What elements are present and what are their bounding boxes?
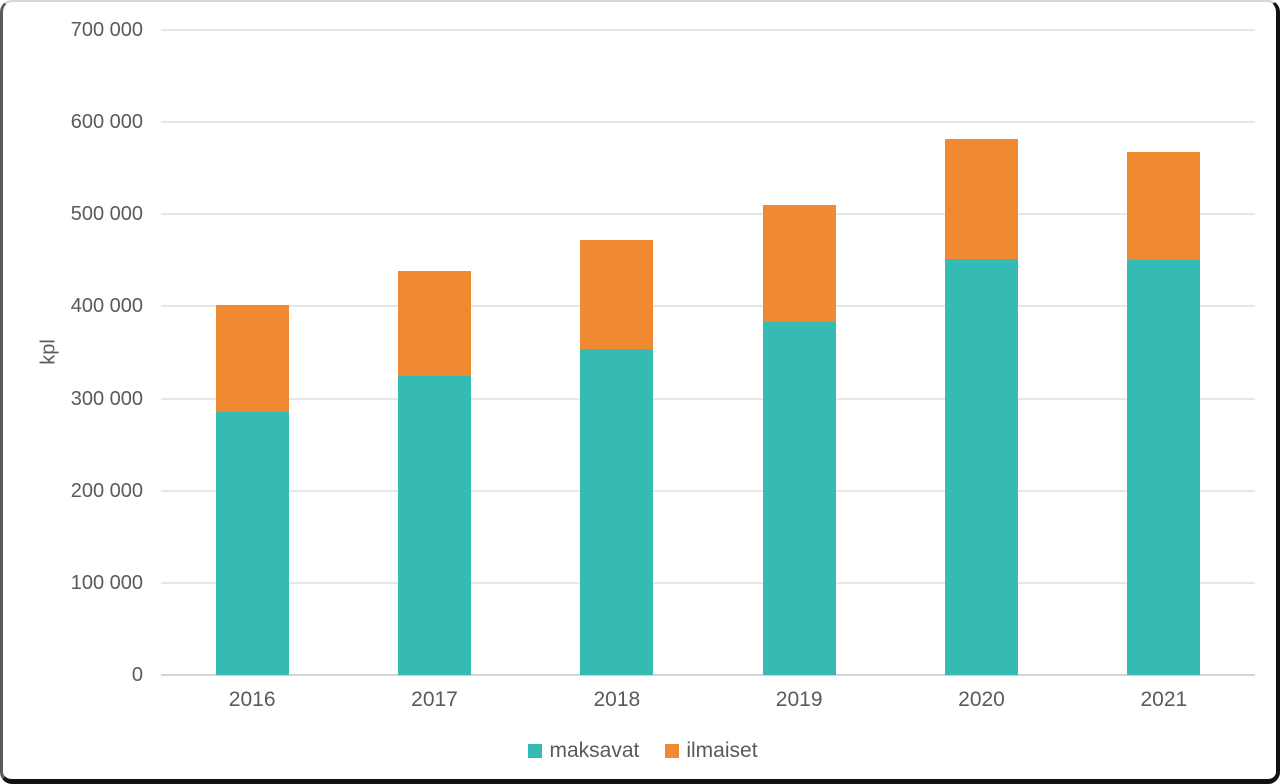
x-tick-label: 2016 [228, 688, 276, 711]
x-axis-line [161, 674, 1255, 676]
y-tick-label: 100 000 [70, 571, 143, 594]
x-tick-label: 2019 [775, 688, 823, 711]
gridline [161, 581, 1255, 584]
x-tick-label: 2020 [958, 688, 1005, 711]
gridline [161, 397, 1255, 400]
y-tick-label: 600 000 [70, 111, 143, 134]
bar-segment-2019-maksavat [762, 322, 836, 675]
bar-segment-2018-maksavat [580, 348, 654, 675]
bar-segment-2017-maksavat [398, 376, 471, 675]
legend-item-ilmaiset: ilmaiset [665, 739, 758, 762]
legend: maksavat ilmaiset [3, 740, 1280, 762]
legend-swatch-ilmaiset [665, 744, 680, 758]
gridline [161, 29, 1255, 31]
gridline [161, 213, 1255, 216]
legend-item-maksavat: maksavat [528, 740, 639, 762]
y-tick-label: 500 000 [70, 203, 143, 226]
stacked-bar-chart: 0 100 000 200 000 300 000 400 000 500 000 600 … [3, 2, 1276, 779]
x-tick-label: 2017 [411, 688, 458, 711]
gridline [161, 489, 1255, 492]
bar-segment-2016-ilmaiset [215, 304, 289, 413]
bar-segment-2016-maksavat [215, 412, 289, 675]
y-tick-label: 0 [131, 664, 143, 686]
y-tick-label: 200 000 [70, 479, 143, 502]
bar-segment-2021-maksavat [1127, 260, 1201, 675]
y-tick-label: 700 000 [70, 19, 143, 41]
y-tick-label: 300 000 [70, 387, 143, 410]
bar-segment-2017-ilmaiset [398, 271, 471, 377]
x-tick-label: 2021 [1140, 688, 1188, 711]
gridline [161, 121, 1255, 124]
gridline [161, 305, 1255, 308]
y-axis-title: kpl [37, 339, 60, 365]
bar-segment-2019-ilmaiset [762, 205, 836, 323]
bar-segment-2020-ilmaiset [945, 138, 1018, 259]
legend-label: ilmaiset [686, 739, 758, 762]
y-tick-label: 400 000 [70, 295, 143, 318]
bar-segment-2018-ilmaiset [580, 240, 654, 349]
legend-swatch-maksavat [528, 744, 543, 758]
legend-label: maksavat [549, 739, 640, 762]
bar-segment-2020-maksavat [945, 258, 1018, 675]
x-tick-label: 2018 [593, 688, 641, 711]
bar-segment-2021-ilmaiset [1127, 151, 1201, 261]
